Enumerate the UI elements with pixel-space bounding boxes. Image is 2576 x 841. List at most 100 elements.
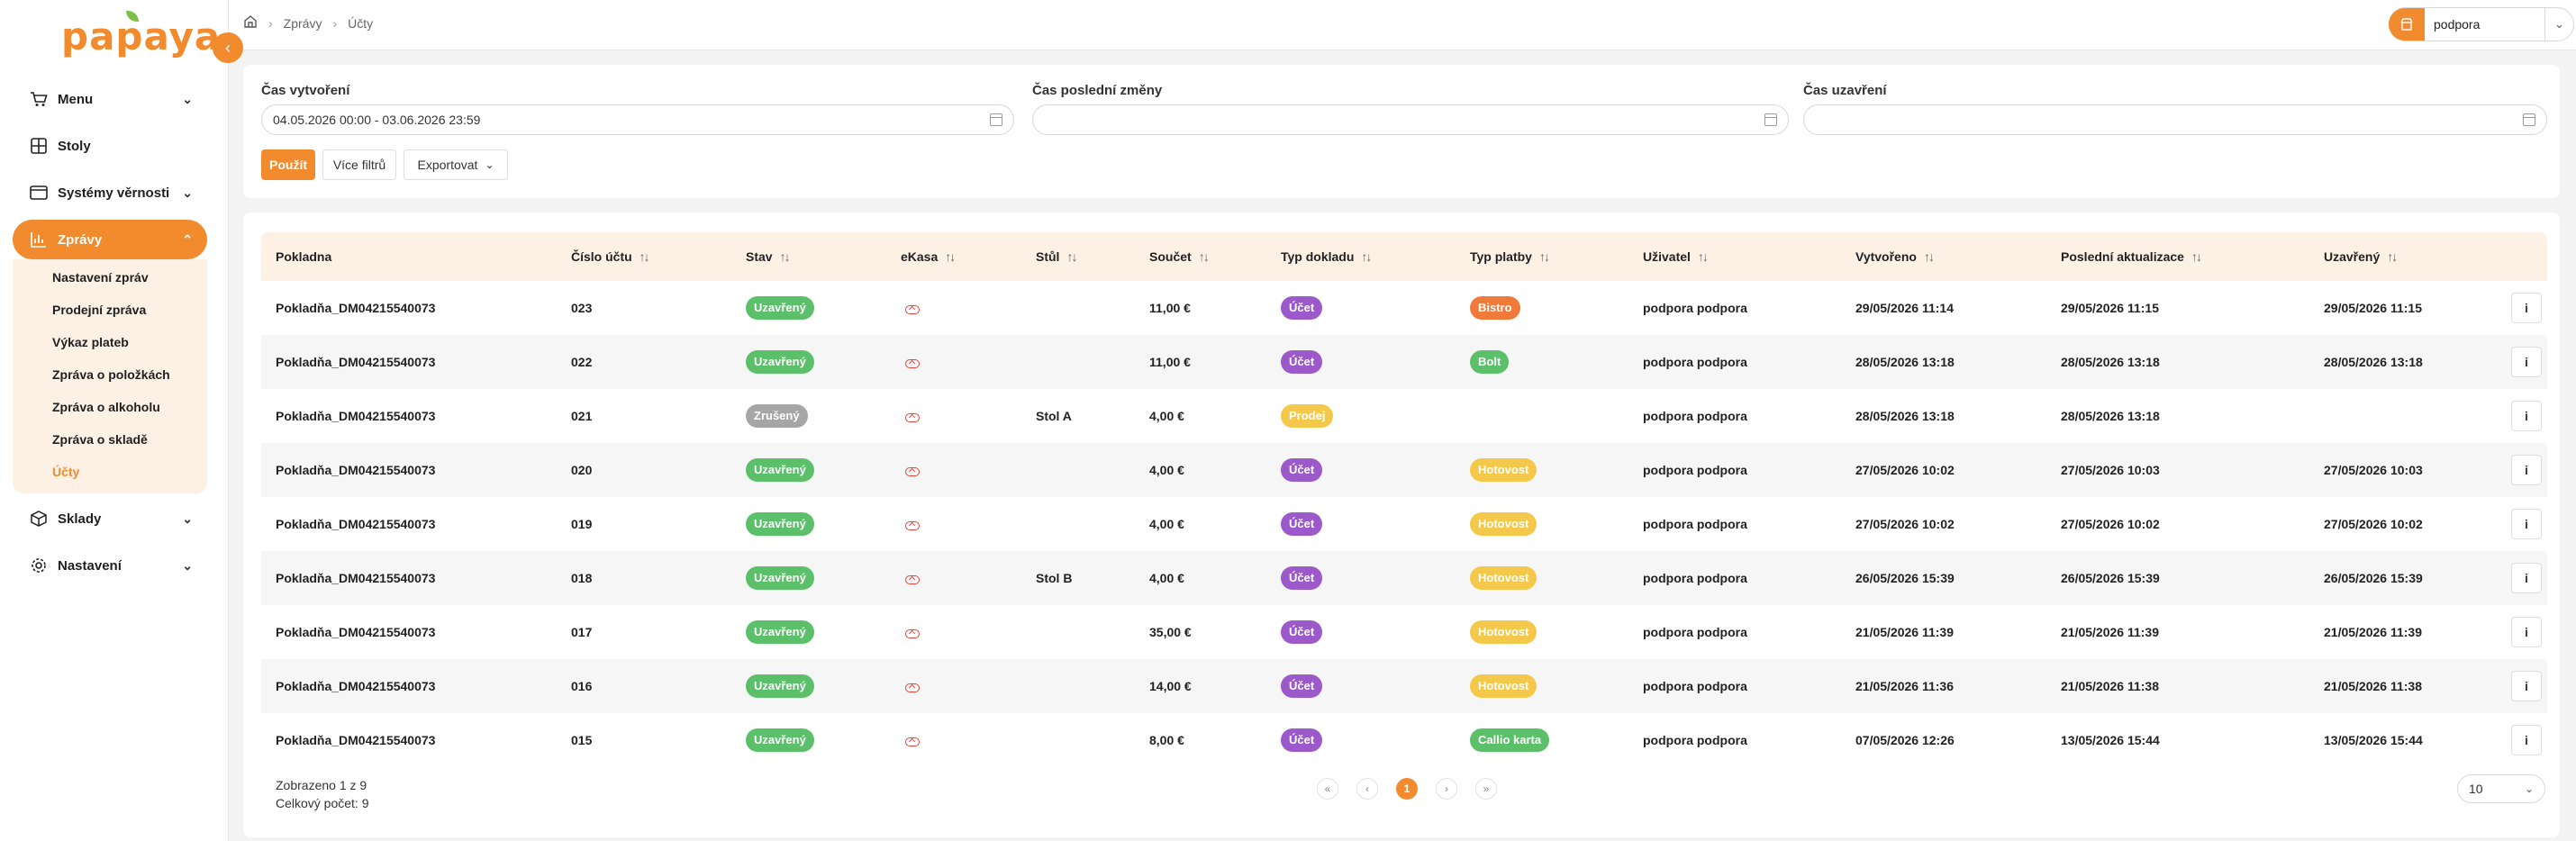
cloud-upload-icon[interactable] — [904, 735, 920, 746]
submenu-item-sales-report[interactable]: Prodejní zpráva — [52, 303, 147, 317]
sidebar-item-zpravy[interactable]: Zprávy ⌃ — [13, 220, 207, 259]
submenu-item-accounts[interactable]: Účty — [52, 465, 80, 479]
cell-created: 21/05/2026 11:36 — [1855, 679, 1954, 693]
table-row[interactable]: Pokladňa_DM04215540073 016 Uzavřený 14,00 €… — [261, 659, 2547, 713]
next-page-icon[interactable]: › — [1436, 778, 1457, 800]
sidebar-item-sklady[interactable]: Sklady ⌄ — [13, 495, 207, 542]
cloud-upload-icon[interactable] — [904, 573, 920, 584]
sidebar-item-loyalty[interactable]: Systémy věrnosti ⌄ — [13, 169, 207, 216]
table-row[interactable]: Pokladňa_DM04215540073 020 Uzavřený 4,00 € Ú… — [261, 443, 2547, 497]
col-payment-type-header[interactable]: Typ platby ↑↓ — [1470, 232, 1550, 281]
sort-icon[interactable]: ↑↓ — [2191, 249, 2202, 264]
cloud-upload-icon[interactable] — [904, 519, 920, 530]
more-filters-button[interactable]: Více filtrů — [322, 149, 396, 180]
cell-pokladna: Pokladňa_DM04215540073 — [276, 517, 436, 531]
info-button[interactable]: i — [2511, 563, 2542, 593]
cell-user: podpora podpora — [1643, 625, 1747, 639]
last-change-input[interactable] — [1032, 104, 1789, 135]
col-account-number-header[interactable]: Číslo účtu ↑↓ — [571, 232, 650, 281]
col-table-header[interactable]: Stůl ↑↓ — [1036, 232, 1077, 281]
sidebar-item-stoly[interactable]: Stoly — [13, 122, 207, 169]
info-button[interactable]: i — [2511, 401, 2542, 431]
chevron-down-icon: ⌄ — [182, 557, 193, 573]
sort-icon[interactable]: ↑↓ — [1923, 249, 1935, 264]
cloud-upload-icon[interactable] — [904, 303, 920, 314]
col-closed-header[interactable]: Uzavřený ↑↓ — [2324, 232, 2398, 281]
status-badge: Uzavřený — [746, 728, 814, 752]
sort-icon[interactable]: ↑↓ — [2387, 249, 2398, 264]
created-time-input[interactable]: 04.05.2026 00:00 - 03.06.2026 23:59 — [261, 104, 1014, 135]
submenu-item-payments-report[interactable]: Výkaz plateb — [52, 335, 129, 349]
export-button[interactable]: Exportovat ⌄ — [404, 149, 508, 180]
papaya-logo[interactable]: papaya — [61, 14, 222, 59]
sidebar-collapse-button[interactable]: ‹ — [213, 32, 243, 63]
col-status-header[interactable]: Stav ↑↓ — [746, 232, 791, 281]
sidebar-item-label: Menu — [58, 91, 94, 107]
cloud-upload-icon[interactable] — [904, 357, 920, 368]
table-row[interactable]: Pokladňa_DM04215540073 022 Uzavřený 11,00 €… — [261, 335, 2547, 389]
cloud-upload-icon[interactable] — [904, 411, 920, 422]
info-button[interactable]: i — [2511, 725, 2542, 755]
info-button[interactable]: i — [2511, 509, 2542, 539]
cell-sum: 4,00 € — [1149, 409, 1184, 423]
calendar-icon[interactable] — [2523, 113, 2535, 126]
sidebar-item-label: Nastavení — [58, 557, 122, 574]
col-sum-header[interactable]: Součet ↑↓ — [1149, 232, 1210, 281]
info-button[interactable]: i — [2511, 293, 2542, 323]
home-icon[interactable] — [243, 14, 258, 32]
info-button[interactable]: i — [2511, 671, 2542, 701]
first-page-icon[interactable]: « — [1317, 778, 1338, 800]
cloud-upload-icon[interactable] — [904, 681, 920, 692]
sort-icon[interactable]: ↑↓ — [1538, 249, 1550, 264]
store-user-select[interactable]: podpora ⌄ — [2389, 7, 2574, 41]
submenu-item-items-report[interactable]: Zpráva o položkách — [52, 367, 170, 382]
breadcrumb-item-reports[interactable]: Zprávy — [283, 15, 322, 31]
payment-type-cell: Hotovost — [1470, 551, 1537, 605]
info-button[interactable]: i — [2511, 347, 2542, 377]
document-type-cell: Účet — [1281, 335, 1323, 389]
cell-user: podpora podpora — [1643, 517, 1747, 531]
page-number[interactable]: 1 — [1396, 778, 1418, 800]
sort-icon[interactable]: ↑↓ — [779, 249, 791, 264]
info-button[interactable]: i — [2511, 455, 2542, 485]
submenu-item-stock-report[interactable]: Zpráva o skladě — [52, 432, 148, 447]
sidebar-item-nastaveni[interactable]: Nastavení ⌄ — [13, 542, 207, 589]
table-row[interactable]: Pokladňa_DM04215540073 019 Uzavřený 4,00 € Ú… — [261, 497, 2547, 551]
sort-icon[interactable]: ↑↓ — [1198, 249, 1210, 264]
col-ekasa-header[interactable]: eKasa ↑↓ — [901, 232, 956, 281]
table-row[interactable]: Pokladňa_DM04215540073 023 Uzavřený 11,00 €… — [261, 281, 2547, 335]
sidebar-item-menu[interactable]: Menu ⌄ — [13, 76, 207, 122]
table-row[interactable]: Pokladňa_DM04215540073 017 Uzavřený 35,00 €… — [261, 605, 2547, 659]
calendar-icon[interactable] — [990, 113, 1002, 126]
last-page-icon[interactable]: » — [1475, 778, 1497, 800]
submenu-item-report-settings[interactable]: Nastavení zpráv — [52, 270, 149, 285]
sort-icon[interactable]: ↑↓ — [1697, 249, 1709, 264]
submenu-item-alcohol-report[interactable]: Zpráva o alkoholu — [52, 400, 160, 414]
payment-type-cell: Bistro — [1470, 281, 1520, 335]
sort-icon[interactable]: ↑↓ — [1066, 249, 1077, 264]
info-button[interactable]: i — [2511, 617, 2542, 647]
apply-button[interactable]: Použít — [261, 149, 315, 180]
table-row[interactable]: Pokladňa_DM04215540073 021 Zrušený Stol A 4,… — [261, 389, 2547, 443]
chevron-down-icon[interactable]: ⌄ — [2544, 8, 2573, 41]
page-size-select[interactable]: 10 ⌄ — [2457, 774, 2545, 803]
sort-icon[interactable]: ↑↓ — [1361, 249, 1372, 264]
sort-icon[interactable]: ↑↓ — [639, 249, 650, 264]
calendar-icon[interactable] — [1764, 113, 1777, 126]
col-user-header[interactable]: Uživatel ↑↓ — [1643, 232, 1709, 281]
col-created-header[interactable]: Vytvořeno ↑↓ — [1855, 232, 1935, 281]
status-cell: Uzavřený — [746, 605, 814, 659]
closed-time-input[interactable] — [1803, 104, 2547, 135]
cloud-upload-icon[interactable] — [904, 627, 920, 638]
col-last-update-header[interactable]: Poslední aktualizace ↑↓ — [2061, 232, 2202, 281]
sort-icon[interactable]: ↑↓ — [945, 249, 956, 264]
table-row[interactable]: Pokladňa_DM04215540073 015 Uzavřený 8,00 € Ú… — [261, 713, 2547, 767]
cloud-upload-icon[interactable] — [904, 465, 920, 476]
col-document-type-header[interactable]: Typ dokladu ↑↓ — [1281, 232, 1372, 281]
table-row[interactable]: Pokladňa_DM04215540073 018 Uzavřený Stol B 4… — [261, 551, 2547, 605]
chevron-down-icon: ⌄ — [182, 91, 193, 106]
sidebar-item-label: Stoly — [58, 138, 91, 154]
previous-page-icon[interactable]: ‹ — [1356, 778, 1378, 800]
payment-type-badge: Bistro — [1470, 296, 1520, 320]
payment-type-badge: Hotovost — [1470, 566, 1537, 590]
